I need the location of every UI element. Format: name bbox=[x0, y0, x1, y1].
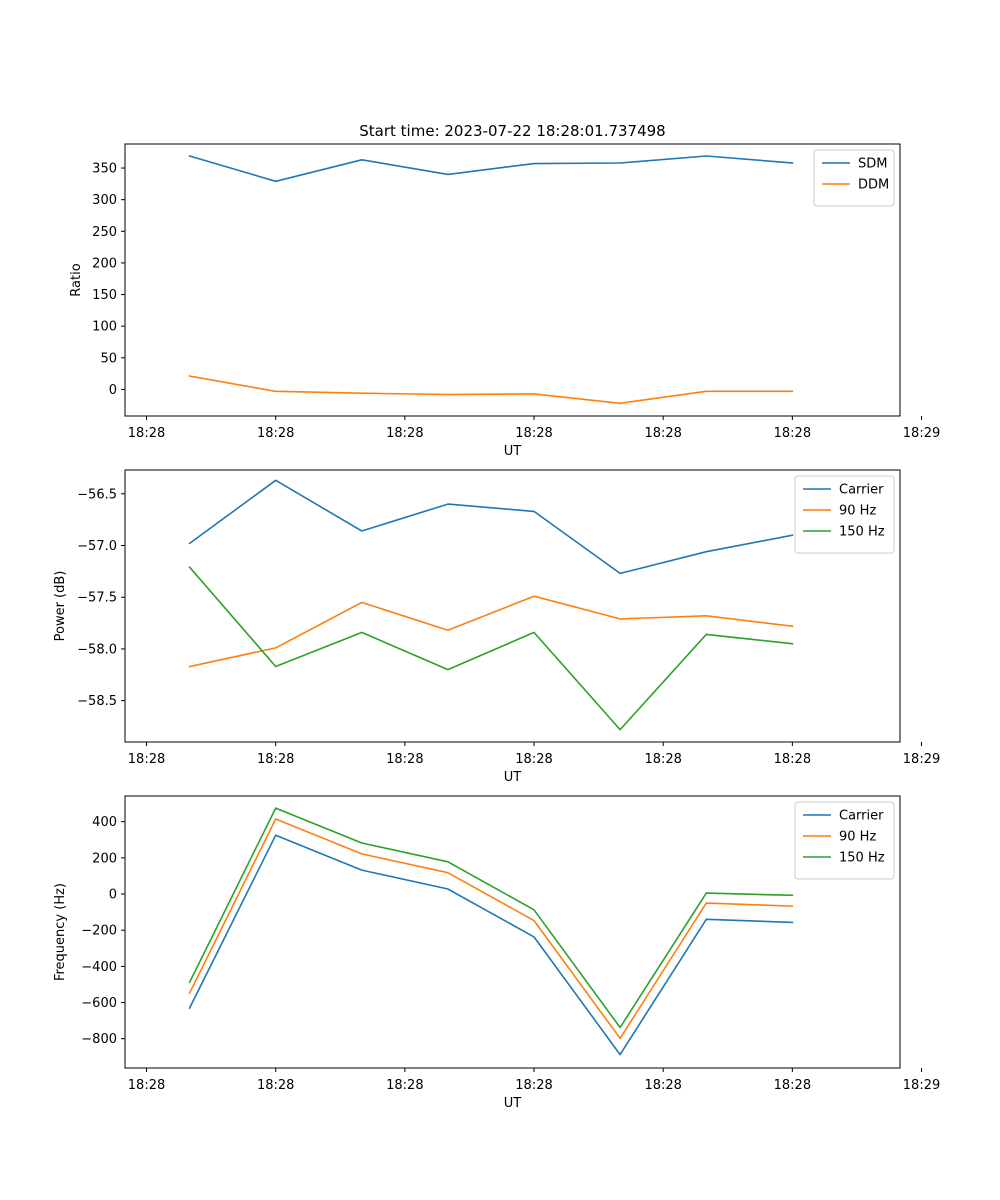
frequency-series-90-hz-line bbox=[188, 818, 794, 1040]
frequency-x-axis-label: UT bbox=[504, 1096, 522, 1111]
power-series-150-hz-line bbox=[188, 566, 794, 731]
frequency-legend-label-90-hz: 90 Hz bbox=[839, 830, 876, 845]
power-legend-label-carrier: Carrier bbox=[839, 483, 884, 498]
frequency-y-tick-label: 200 bbox=[92, 851, 117, 866]
power-x-tick-label: 18:28 bbox=[644, 752, 681, 767]
power-y-tick-label: −57.5 bbox=[77, 591, 117, 606]
frequency-x-tick-label: 18:28 bbox=[774, 1078, 811, 1093]
ratio-x-tick-label: 18:28 bbox=[774, 426, 811, 441]
ratio-legend-label-sdm: SDM bbox=[858, 157, 887, 172]
frequency-y-tick-label: −800 bbox=[81, 1032, 117, 1047]
frequency-x-tick-label: 18:28 bbox=[644, 1078, 681, 1093]
power-series-90-hz-line bbox=[188, 595, 794, 668]
frequency-series-carrier-line bbox=[188, 834, 794, 1056]
frequency-y-tick-label: 0 bbox=[109, 888, 117, 903]
ratio-x-tick-label: 18:28 bbox=[515, 426, 552, 441]
ratio-y-tick-label: 250 bbox=[92, 225, 117, 240]
ratio-series-ddm-line bbox=[188, 375, 794, 405]
power-x-tick-label: 18:29 bbox=[903, 752, 940, 767]
frequency-axes-frame bbox=[124, 795, 901, 1069]
ratio-y-axis-label: Ratio bbox=[69, 263, 84, 296]
power-x-tick-label: 18:28 bbox=[257, 752, 294, 767]
frequency-legend-box bbox=[794, 801, 895, 880]
ratio-x-tick-label: 18:28 bbox=[257, 426, 294, 441]
frequency-x-tick-label: 18:28 bbox=[515, 1078, 552, 1093]
frequency-legend-label-150-hz: 150 Hz bbox=[839, 851, 885, 866]
frequency-y-tick-label: −600 bbox=[81, 996, 117, 1011]
ratio-x-tick-label: 18:29 bbox=[903, 426, 940, 441]
ratio-legend-box bbox=[813, 149, 895, 207]
ratio-y-tick-label: 50 bbox=[100, 351, 117, 366]
power-x-axis-label: UT bbox=[504, 770, 522, 785]
frequency-x-tick-label: 18:28 bbox=[257, 1078, 294, 1093]
power-series-carrier-line bbox=[188, 479, 794, 575]
ratio-y-tick-label: 0 bbox=[109, 383, 117, 398]
power-legend: Carrier 90 Hz 150 Hz bbox=[794, 475, 895, 554]
frequency-legend-label-carrier: Carrier bbox=[839, 809, 884, 824]
power-legend-box bbox=[794, 475, 895, 554]
ratio-y-tick-label: 300 bbox=[92, 193, 117, 208]
ratio-axes-frame bbox=[124, 143, 901, 417]
ratio-legend: SDM DDM bbox=[813, 149, 895, 207]
ratio-x-tick-label: 18:28 bbox=[644, 426, 681, 441]
ratio-plot: 18:28 18:28 18:28 18:28 18:28 18:28 18:29 0 50 10… bbox=[69, 143, 940, 459]
frequency-x-tick-label: 18:28 bbox=[128, 1078, 165, 1093]
frequency-y-tick-label: −200 bbox=[81, 924, 117, 939]
power-plot: 18:28 18:28 18:28 18:28 18:28 18:28 18:29 −56.5… bbox=[53, 469, 940, 785]
ratio-y-tick-label: 350 bbox=[92, 162, 117, 177]
power-x-tick-label: 18:28 bbox=[515, 752, 552, 767]
ratio-y-tick-label: 150 bbox=[92, 288, 117, 303]
frequency-plot: 18:28 18:28 18:28 18:28 18:28 18:28 18:29 400 20… bbox=[53, 795, 940, 1111]
ratio-x-tick-label: 18:28 bbox=[386, 426, 423, 441]
power-y-tick-label: −58.0 bbox=[77, 642, 117, 657]
power-y-axis-label: Power (dB) bbox=[53, 571, 68, 642]
power-legend-label-90-hz: 90 Hz bbox=[839, 504, 876, 519]
figure-title: Start time: 2023-07-22 18:28:01.737498 bbox=[359, 122, 665, 140]
power-y-tick-label: −58.5 bbox=[77, 694, 117, 709]
frequency-x-tick-label: 18:29 bbox=[903, 1078, 940, 1093]
power-x-tick-label: 18:28 bbox=[774, 752, 811, 767]
ratio-legend-label-ddm: DDM bbox=[858, 178, 889, 193]
power-x-tick-label: 18:28 bbox=[386, 752, 423, 767]
ratio-y-tick-label: 100 bbox=[92, 320, 117, 335]
frequency-y-tick-label: −400 bbox=[81, 960, 117, 975]
ratio-y-tick-label: 200 bbox=[92, 256, 117, 271]
frequency-legend: Carrier 90 Hz 150 Hz bbox=[794, 801, 895, 880]
power-x-tick-label: 18:28 bbox=[128, 752, 165, 767]
ratio-series-sdm-line bbox=[188, 155, 794, 183]
ratio-x-axis-label: UT bbox=[504, 444, 522, 459]
power-legend-label-150-hz: 150 Hz bbox=[839, 525, 885, 540]
frequency-series-150-hz-line bbox=[188, 807, 794, 1029]
frequency-y-tick-label: 400 bbox=[92, 815, 117, 830]
power-y-tick-label: −57.0 bbox=[77, 539, 117, 554]
power-y-tick-label: −56.5 bbox=[77, 487, 117, 502]
power-axes-frame bbox=[124, 469, 901, 743]
frequency-x-tick-label: 18:28 bbox=[386, 1078, 423, 1093]
frequency-y-axis-label: Frequency (Hz) bbox=[53, 883, 68, 981]
ratio-x-tick-label: 18:28 bbox=[128, 426, 165, 441]
